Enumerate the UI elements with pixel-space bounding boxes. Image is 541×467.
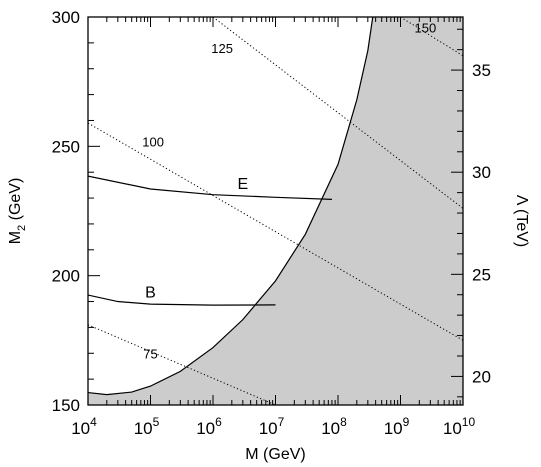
contour-line-75 <box>88 324 276 405</box>
x-tick-label: 106 <box>196 415 222 438</box>
y-axis-title: M2 (GeV) <box>7 178 28 245</box>
contour-lines <box>88 17 463 405</box>
annotation-label-150: 150 <box>415 21 437 36</box>
y2-axis-title: Λ (TeV) <box>513 195 530 247</box>
excluded-region-layer <box>88 17 463 405</box>
annotation-label-75: 75 <box>143 346 157 361</box>
y-axis-title-subscript: 2 <box>16 225 28 231</box>
x-tick-label: 108 <box>321 415 347 438</box>
x-tick-label-base: 10 <box>384 419 403 438</box>
x-tick-label-base: 10 <box>321 419 340 438</box>
y-tick-label: 300 <box>52 8 80 27</box>
y2-tick-label: 25 <box>472 265 491 284</box>
excluded-region-boundary <box>88 17 374 396</box>
x-tick-label-exponent: 4 <box>90 415 97 429</box>
x-tick-label-base: 10 <box>71 419 90 438</box>
y2-tick-label: 30 <box>472 163 491 182</box>
contour-line-100 <box>88 122 463 341</box>
x-tick-label: 104 <box>71 415 97 438</box>
x-tick-label: 107 <box>259 415 285 438</box>
x-tick-label-base: 10 <box>196 419 215 438</box>
annotation-label-100: 100 <box>142 134 164 149</box>
x-tick-label-exponent: 9 <box>403 415 410 429</box>
contour-line-150 <box>400 17 463 57</box>
annotation-label-E: E <box>237 176 248 193</box>
x-tick-label-base: 10 <box>134 419 153 438</box>
x-tick-label: 105 <box>134 415 160 438</box>
annotation-label-125: 125 <box>211 41 233 56</box>
axis-ticks <box>87 16 464 406</box>
excluded-region <box>88 17 463 405</box>
y-axis-title-main: M <box>7 231 24 244</box>
y2-tick-label: 20 <box>472 367 491 386</box>
x-tick-label-exponent: 6 <box>215 415 222 429</box>
y-tick-label: 250 <box>52 137 80 156</box>
x-tick-label-exponent: 10 <box>462 415 476 429</box>
curve-labels: E B 75 100 125 150 <box>142 21 436 362</box>
y-axis-title-unit: (GeV) <box>7 178 24 225</box>
x-tick-label-base: 10 <box>259 419 278 438</box>
curve-B <box>88 294 276 306</box>
series-lines <box>88 175 332 306</box>
x-tick-label-exponent: 7 <box>278 415 285 429</box>
y2-tick-label: 35 <box>472 61 491 80</box>
x-tick-label-base: 10 <box>443 419 462 438</box>
tick-labels: 104 105 106 107 108 109 1010150200250300202530… <box>52 8 491 438</box>
curve-E <box>88 175 332 200</box>
x-axis-title: M (GeV) <box>245 446 305 463</box>
annotation-label-B: B <box>145 285 156 302</box>
x-tick-label-exponent: 8 <box>340 415 347 429</box>
x-tick-label: 109 <box>384 415 410 438</box>
x-tick-label-exponent: 5 <box>153 415 160 429</box>
y-tick-label: 200 <box>52 267 80 286</box>
x-tick-label: 1010 <box>443 415 476 438</box>
y-tick-label: 150 <box>52 396 80 415</box>
